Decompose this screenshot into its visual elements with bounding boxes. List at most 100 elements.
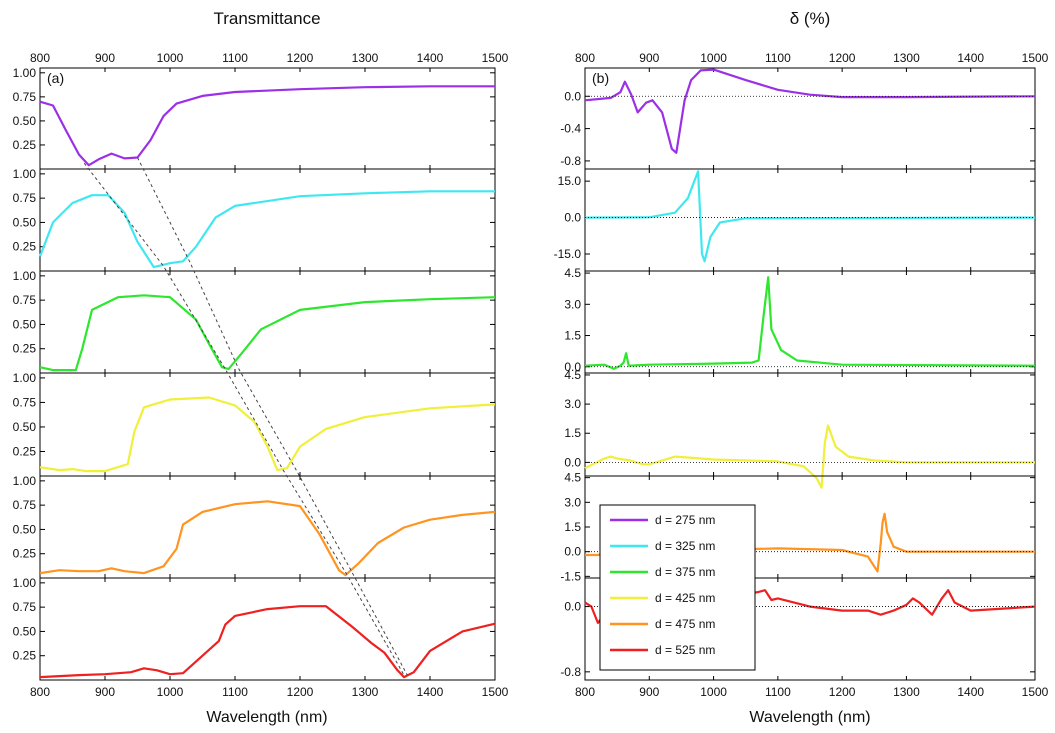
delta-panel-4-frame <box>584 372 1036 477</box>
transmittance-panel-5-series-line <box>39 500 496 577</box>
right-x-axis-label: Wavelength (nm) <box>749 709 870 726</box>
bottom-xtick-label: 1000 <box>157 685 184 699</box>
transmittance-panel-3-ytick-label: 0.75 <box>13 293 37 307</box>
transmittance-panel-2-series-line <box>38 190 495 269</box>
transmittance-panel-6-ytick-label: 0.75 <box>13 600 37 614</box>
bottom-xtick-label: 900 <box>95 685 115 699</box>
delta-panel-1-ytick-label: 0.0 <box>564 89 581 103</box>
bottom-xtick-label: 900 <box>639 685 659 699</box>
right-title: δ (%) <box>790 9 831 28</box>
top-xtick-label: 1400 <box>957 51 984 65</box>
delta-panel-6-ytick-label: -0.8 <box>560 665 581 679</box>
delta-panel-5-ytick-label: 3.0 <box>564 495 581 509</box>
bottom-xtick-label: 1100 <box>765 685 791 699</box>
top-xtick-label: 1500 <box>482 51 509 65</box>
delta-panel-3-ytick-label: 1.5 <box>564 329 581 343</box>
delta-panel-3-ytick-label: 4.5 <box>564 266 581 280</box>
dashed-guide-line-2 <box>137 157 408 676</box>
bottom-xtick-label: 1100 <box>222 685 248 699</box>
delta-panel-4-ytick-label: 0.0 <box>564 455 581 469</box>
bottom-xtick-label: 1300 <box>893 685 920 699</box>
bottom-xtick-label: 800 <box>30 685 50 699</box>
delta-panel-5-ytick-label: 0.0 <box>564 545 581 559</box>
top-xtick-label: 800 <box>575 51 595 65</box>
transmittance-panel-5-frame <box>39 475 496 579</box>
transmittance-panel-3-series-line <box>39 294 496 372</box>
top-xtick-label: 1500 <box>1022 51 1049 65</box>
left-x-axis-label: Wavelength (nm) <box>206 709 327 726</box>
transmittance-panel-5-ytick-label: 1.00 <box>13 474 37 488</box>
delta-panel-1-series-line <box>584 68 1036 154</box>
bottom-xtick-label: 1400 <box>957 685 984 699</box>
top-xtick-label: 1300 <box>352 51 379 65</box>
top-xtick-label: 1100 <box>765 51 791 65</box>
bottom-xtick-label: 800 <box>575 685 595 699</box>
top-xtick-label: 1300 <box>893 51 920 65</box>
transmittance-panel-3-ytick-label: 1.00 <box>13 269 37 283</box>
transmittance-panel-1-ytick-label: 1.00 <box>13 66 37 80</box>
top-xtick-label: 800 <box>30 51 50 65</box>
transmittance-panel-4-frame <box>39 372 496 477</box>
transmittance-panel-2-ytick-label: 0.25 <box>13 240 37 254</box>
legend-item-label: d = 275 nm <box>655 513 715 527</box>
transmittance-panel-5-ytick-label: 0.50 <box>13 522 37 536</box>
delta-panel-2-series-line <box>584 170 1036 263</box>
transmittance-panel-6-ytick-label: 1.00 <box>13 576 37 590</box>
delta-panel-3-ytick-label: 3.0 <box>564 297 581 311</box>
delta-panel-4-ytick-label: 3.0 <box>564 397 581 411</box>
delta-panel-4-ytick-label: 1.5 <box>564 426 581 440</box>
transmittance-panel-4-ytick-label: 0.50 <box>13 420 37 434</box>
transmittance-panel-2-frame <box>39 168 496 272</box>
top-xtick-label: 1000 <box>157 51 184 65</box>
legend-item-label: d = 375 nm <box>655 565 715 579</box>
delta-panel-5-ytick-label: 1.5 <box>564 520 581 534</box>
left-title: Transmittance <box>213 9 320 28</box>
bottom-xtick-label: 1000 <box>700 685 727 699</box>
delta-panel-2-ytick-label: 15.0 <box>558 174 582 188</box>
legend: d = 275 nm d = 325 nm d = 375 nm d = 425 nm… <box>599 504 756 671</box>
transmittance-panel-5-ytick-label: 0.75 <box>13 498 37 512</box>
legend-item-label: d = 525 nm <box>655 643 715 657</box>
legend-item-label: d = 325 nm <box>655 539 715 553</box>
bottom-xtick-label: 1500 <box>1022 685 1049 699</box>
bottom-xtick-label: 1300 <box>352 685 379 699</box>
legend-box <box>599 504 756 671</box>
transmittance-panel-1-series-line <box>39 85 495 167</box>
delta-panel-2-ytick-label: 0.0 <box>564 211 581 225</box>
top-xtick-label: 1400 <box>417 51 444 65</box>
delta-panel-4-ytick-label: 4.5 <box>564 368 581 382</box>
delta-panel-5-ytick-label: -1.5 <box>560 569 581 583</box>
transmittance-panel-4-ytick-label: 0.25 <box>13 444 37 458</box>
delta-panel-5-ytick-label: 4.5 <box>564 471 581 485</box>
top-xtick-label: 1200 <box>287 51 314 65</box>
top-xtick-label: 1000 <box>700 51 727 65</box>
delta-panel-4-series-line <box>584 424 1035 489</box>
right-panel-label: (b) <box>592 70 609 86</box>
transmittance-panel-6-frame <box>39 577 496 681</box>
delta-panel-2-ytick-label: -15.0 <box>554 247 582 261</box>
delta-panel-3-series-line <box>584 276 1036 370</box>
bottom-xtick-label: 1500 <box>482 685 509 699</box>
top-xtick-label: 900 <box>639 51 659 65</box>
transmittance-panel-3-frame <box>39 270 496 374</box>
delta-panel-1-ytick-label: -0.8 <box>560 154 581 168</box>
transmittance-panel-3-ytick-label: 0.50 <box>13 317 37 331</box>
delta-panel-1-ytick-label: -0.4 <box>560 122 581 136</box>
top-xtick-label: 1100 <box>222 51 248 65</box>
transmittance-panel-6-ytick-label: 0.25 <box>13 649 37 663</box>
transmittance-panel-5-ytick-label: 0.25 <box>13 547 37 561</box>
delta-panel-3-ytick-label: 0.0 <box>564 360 581 374</box>
legend-item-label: d = 475 nm <box>655 617 715 631</box>
transmittance-panel-1-ytick-label: 0.50 <box>13 114 37 128</box>
delta-panel-6-ytick-label: 0.0 <box>564 600 581 614</box>
transmittance-panel-2-ytick-label: 0.75 <box>13 191 37 205</box>
transmittance-panel-3-ytick-label: 0.25 <box>13 342 37 356</box>
bottom-xtick-label: 1200 <box>287 685 314 699</box>
legend-item-label: d = 425 nm <box>655 591 715 605</box>
delta-panel-3-frame <box>584 270 1036 374</box>
transmittance-panel-6-ytick-label: 0.50 <box>13 624 37 638</box>
transmittance-panel-6-series-line <box>39 605 496 679</box>
transmittance-panel-1-ytick-label: 0.25 <box>13 138 37 152</box>
